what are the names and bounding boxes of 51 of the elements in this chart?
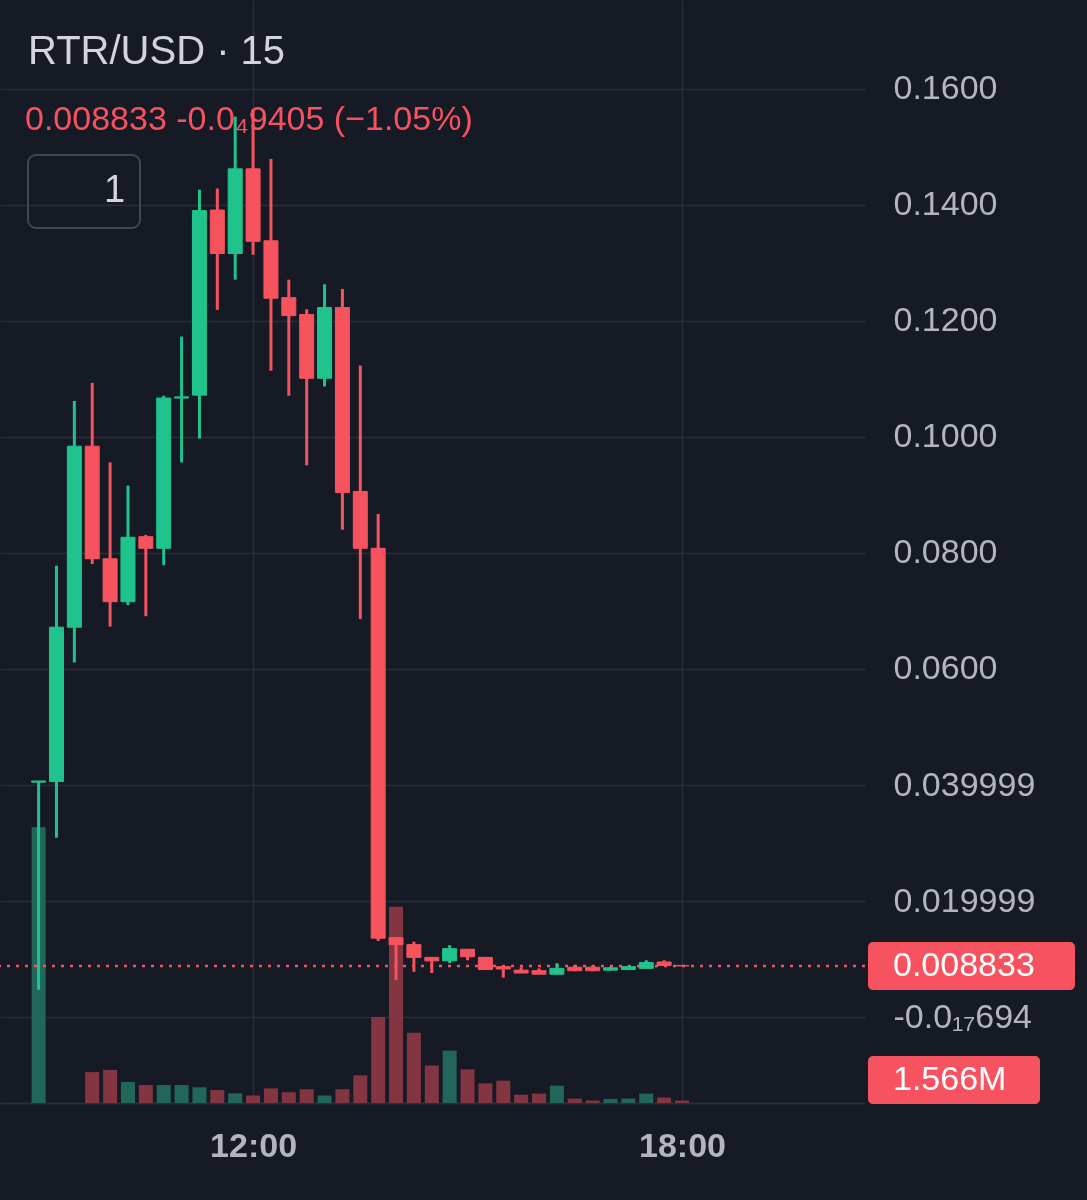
bar — [442, 1050, 457, 1103]
bar — [228, 1093, 243, 1103]
y-tick-label: 0.1200 — [893, 300, 998, 339]
bar — [120, 1082, 135, 1103]
bar — [460, 1069, 475, 1103]
bar — [103, 1069, 118, 1103]
annotation: 1 — [104, 168, 126, 210]
bar — [532, 1093, 547, 1103]
bar — [353, 1075, 368, 1103]
bar — [281, 1092, 296, 1103]
x-tick-label: 18:00 — [639, 1125, 726, 1164]
bar — [138, 1085, 153, 1103]
y-tick-label: 0.019999 — [893, 880, 1036, 919]
y-tick-label: 0.1400 — [893, 184, 998, 223]
y-tick-label: 0.1600 — [893, 68, 998, 107]
ref-line-label: 0.008833 — [893, 944, 1035, 983]
candlestick — [281, 279, 297, 396]
candlestick — [174, 336, 190, 463]
bar — [567, 1098, 582, 1103]
bar — [514, 1094, 529, 1103]
bar — [549, 1085, 564, 1103]
y-tick-label: -0.0₁₇694 — [893, 996, 1032, 1035]
candlestick — [406, 941, 422, 972]
bar — [210, 1090, 225, 1103]
text: RTR/USD · 15 — [28, 28, 286, 72]
bar — [192, 1087, 207, 1103]
bar — [174, 1085, 189, 1103]
bar — [335, 1089, 350, 1103]
x-tick-label: 12:00 — [210, 1125, 298, 1164]
bar — [639, 1093, 654, 1103]
y-tick-label: 0.0800 — [893, 532, 998, 571]
bar — [657, 1097, 672, 1103]
bar — [478, 1083, 493, 1103]
bar — [317, 1095, 332, 1103]
bar — [406, 1032, 421, 1103]
bar — [246, 1095, 261, 1103]
bar — [371, 1016, 386, 1103]
candlestick — [138, 533, 154, 618]
bar — [299, 1089, 314, 1103]
y-tick-label: 0.0600 — [893, 648, 998, 687]
bar — [85, 1072, 100, 1103]
bar — [621, 1098, 636, 1103]
bar — [156, 1085, 171, 1103]
text: 1.566M — [893, 1059, 1007, 1097]
bar — [424, 1065, 439, 1103]
y-tick-label: 0.039999 — [893, 764, 1036, 803]
bar — [496, 1080, 511, 1103]
y-tick-label: 0.1000 — [893, 416, 998, 455]
bar — [603, 1098, 618, 1103]
bar — [389, 906, 404, 1103]
bar — [263, 1088, 278, 1103]
